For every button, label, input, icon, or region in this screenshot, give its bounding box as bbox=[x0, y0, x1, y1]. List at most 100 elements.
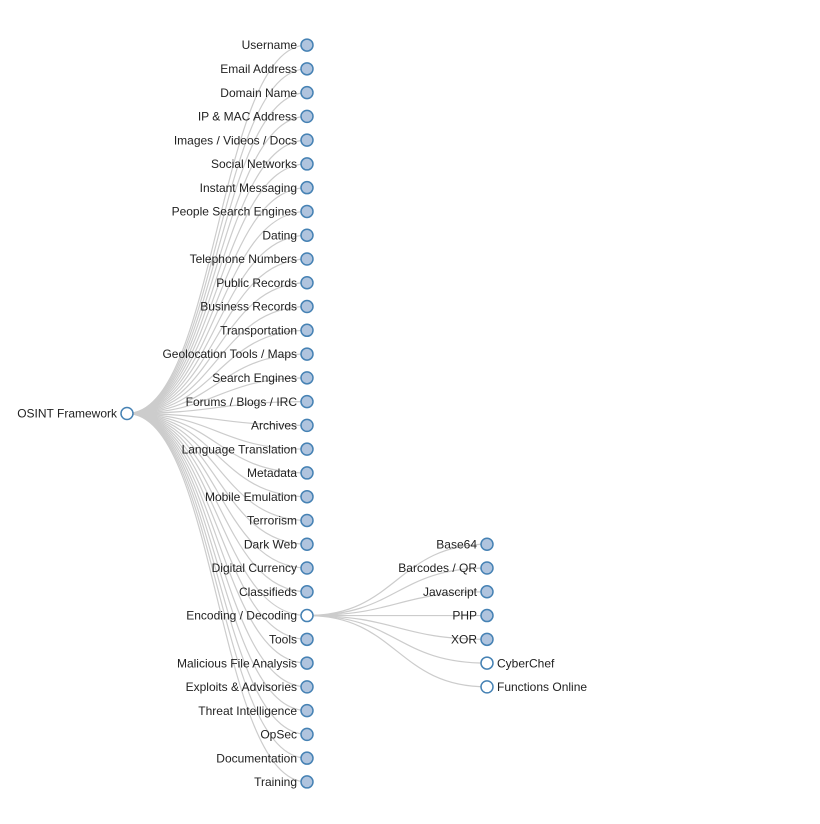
node-label[interactable]: Images / Videos / Docs bbox=[174, 133, 297, 147]
tree-node[interactable] bbox=[480, 656, 494, 670]
link bbox=[126, 412, 308, 426]
tree-node[interactable] bbox=[300, 727, 314, 742]
node-label[interactable]: Terrorism bbox=[247, 514, 297, 528]
node-label[interactable]: Metadata bbox=[247, 466, 297, 480]
link bbox=[306, 591, 488, 617]
tree-node[interactable] bbox=[300, 276, 314, 290]
node-label[interactable]: Functions Online bbox=[497, 680, 587, 694]
tree-node[interactable] bbox=[300, 180, 314, 195]
node-label[interactable]: Telephone Numbers bbox=[190, 252, 297, 266]
node-label[interactable]: Malicious File Analysis bbox=[177, 656, 297, 670]
tree-node[interactable] bbox=[480, 632, 494, 647]
node-label[interactable]: Email Address bbox=[220, 62, 297, 76]
link bbox=[126, 412, 308, 545]
link bbox=[126, 282, 308, 415]
node-label[interactable]: Social Networks bbox=[211, 157, 297, 171]
node-label[interactable]: Business Records bbox=[200, 300, 297, 314]
link bbox=[306, 567, 488, 617]
link bbox=[126, 163, 308, 415]
link bbox=[126, 412, 308, 474]
tree-node[interactable] bbox=[300, 228, 314, 242]
tree-node[interactable] bbox=[300, 561, 314, 575]
node-label[interactable]: Classifieds bbox=[239, 585, 297, 599]
tree-node[interactable] bbox=[300, 775, 314, 789]
node-label[interactable]: CyberChef bbox=[497, 656, 555, 670]
tree-node[interactable] bbox=[300, 323, 314, 338]
link bbox=[126, 412, 308, 450]
link bbox=[126, 412, 308, 735]
node-label[interactable]: Archives bbox=[251, 419, 297, 433]
tree-node[interactable] bbox=[300, 632, 314, 647]
node-label[interactable]: Public Records bbox=[216, 276, 297, 290]
tree-node[interactable] bbox=[300, 680, 314, 694]
node-label[interactable]: Search Engines bbox=[212, 371, 297, 385]
tree-node[interactable] bbox=[300, 703, 314, 718]
tree-node[interactable] bbox=[480, 561, 494, 575]
node-label[interactable]: Instant Messaging bbox=[200, 181, 297, 195]
tree-node[interactable] bbox=[300, 656, 314, 670]
tree-node[interactable] bbox=[300, 466, 314, 480]
node-label[interactable]: Encoding / Decoding bbox=[186, 609, 297, 623]
tree-node[interactable] bbox=[300, 252, 314, 266]
tree-node[interactable] bbox=[300, 299, 314, 314]
tree-node[interactable] bbox=[480, 537, 494, 551]
tree-node[interactable] bbox=[300, 62, 314, 76]
link bbox=[126, 412, 308, 664]
tree-node[interactable] bbox=[300, 157, 314, 171]
node-label[interactable]: Transportation bbox=[220, 323, 297, 337]
node-label[interactable]: Tools bbox=[269, 632, 297, 646]
node-label[interactable]: Domain Name bbox=[220, 86, 297, 100]
node-label[interactable]: Base64 bbox=[436, 537, 477, 551]
tree-node[interactable] bbox=[300, 513, 314, 528]
link bbox=[126, 210, 308, 415]
tree-node[interactable] bbox=[300, 394, 314, 409]
node-label[interactable]: Documentation bbox=[216, 751, 297, 765]
tree-node[interactable] bbox=[300, 347, 314, 361]
node-label[interactable]: PHP bbox=[452, 609, 477, 623]
node-label[interactable]: Geolocation Tools / Maps bbox=[162, 347, 297, 361]
node-label[interactable]: Barcodes / QR bbox=[398, 561, 477, 575]
link bbox=[126, 412, 308, 712]
node-label[interactable]: Language Translation bbox=[182, 442, 297, 456]
link bbox=[126, 305, 308, 415]
tree-node[interactable] bbox=[120, 406, 134, 421]
link bbox=[126, 44, 308, 415]
tree-node[interactable] bbox=[300, 133, 314, 147]
tree-node[interactable] bbox=[480, 680, 494, 694]
node-label[interactable]: Exploits & Advisories bbox=[186, 680, 297, 694]
tree-node[interactable] bbox=[300, 489, 314, 504]
node-label[interactable]: Digital Currency bbox=[212, 561, 297, 575]
node-label[interactable]: Username bbox=[242, 38, 298, 52]
node-label[interactable]: Threat Intelligence bbox=[198, 704, 297, 718]
node-label[interactable]: Dark Web bbox=[244, 537, 297, 551]
link bbox=[126, 412, 308, 593]
link bbox=[126, 412, 308, 522]
tree-node[interactable] bbox=[300, 751, 314, 765]
tree-node[interactable] bbox=[300, 38, 314, 52]
tree-node[interactable] bbox=[300, 85, 314, 100]
tree-node[interactable] bbox=[300, 537, 314, 551]
link bbox=[126, 401, 308, 415]
tree-node[interactable] bbox=[300, 608, 314, 623]
tree-node[interactable] bbox=[300, 585, 314, 599]
links bbox=[126, 44, 488, 783]
tree-node[interactable] bbox=[300, 371, 314, 385]
node-label[interactable]: Mobile Emulation bbox=[205, 490, 297, 504]
node-label[interactable]: Forums / Blogs / IRC bbox=[186, 395, 298, 409]
node-label[interactable]: Dating bbox=[262, 228, 297, 242]
node-label[interactable]: IP & MAC Address bbox=[198, 110, 297, 124]
tree-node[interactable] bbox=[480, 585, 494, 599]
node-label[interactable]: Javascript bbox=[423, 585, 478, 599]
tree-node[interactable] bbox=[300, 418, 314, 433]
link bbox=[126, 377, 308, 415]
node-label[interactable]: Training bbox=[254, 775, 297, 789]
node-label[interactable]: People Search Engines bbox=[172, 205, 297, 219]
node-label[interactable]: XOR bbox=[451, 632, 477, 646]
link bbox=[126, 412, 308, 498]
node-label[interactable]: OSINT Framework bbox=[17, 407, 118, 421]
tree-node[interactable] bbox=[480, 608, 494, 623]
tree-node[interactable] bbox=[300, 442, 314, 456]
tree-node[interactable] bbox=[300, 109, 314, 124]
node-label[interactable]: OpSec bbox=[260, 728, 297, 742]
tree-node[interactable] bbox=[300, 204, 314, 219]
